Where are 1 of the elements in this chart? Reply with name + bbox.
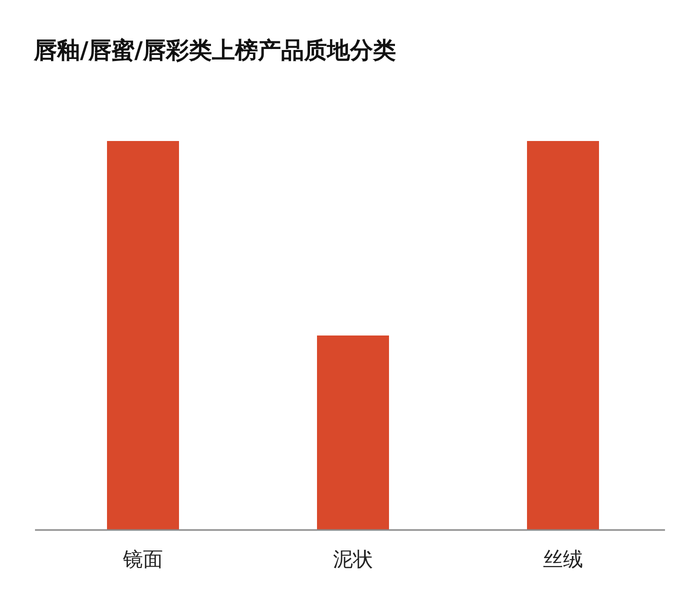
- title: 唇釉/唇蜜/唇彩类上榜产品质地分类: [34, 38, 396, 64]
